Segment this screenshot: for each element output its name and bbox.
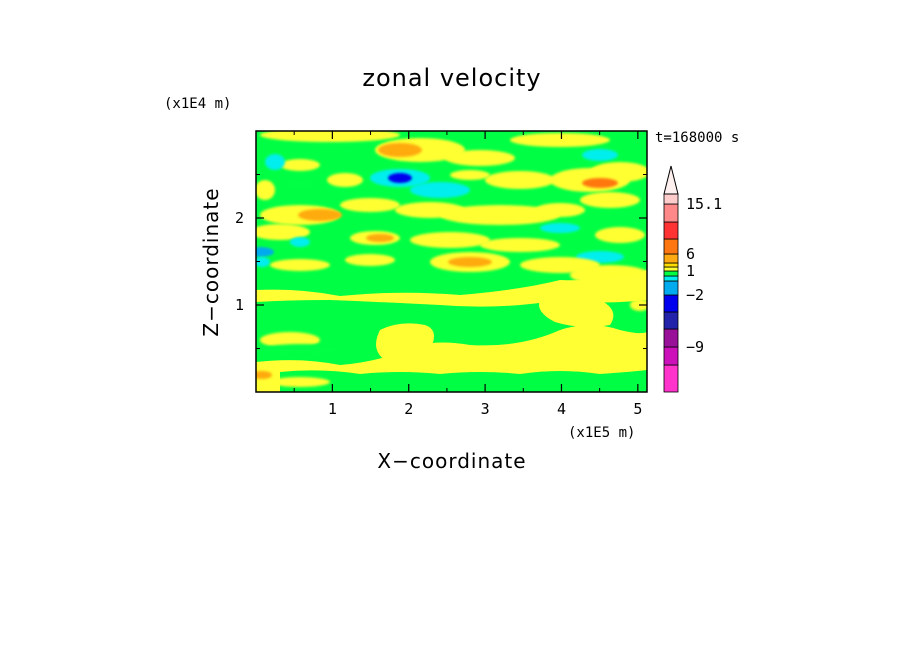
x-tick-label: 1	[328, 400, 337, 418]
y-axis: 12	[235, 174, 647, 349]
contour-region	[582, 149, 618, 161]
contour-region	[540, 223, 580, 233]
x-tick-label: 2	[404, 400, 413, 418]
chart-title: zonal velocity	[362, 64, 541, 92]
contour-region	[260, 131, 400, 142]
contour-region	[480, 238, 560, 252]
colorbar-segment	[663, 311, 679, 330]
colorbar-label: 15.1	[686, 195, 722, 213]
contour-region	[290, 237, 310, 247]
contour-region	[340, 198, 400, 212]
contour-region	[280, 159, 320, 171]
contour-region	[450, 170, 490, 180]
contour-region	[345, 254, 395, 266]
contour-region	[445, 150, 515, 166]
colorbar: −9 −2 16 15.1	[663, 165, 722, 393]
colorbar-segment	[663, 203, 679, 223]
contour-region	[582, 178, 618, 188]
contour-region	[410, 232, 490, 248]
colorbar-segment	[663, 270, 679, 277]
contour-region	[256, 180, 275, 200]
y-scale-note: (x1E4 m)	[164, 96, 231, 112]
colorbar-segment	[663, 193, 679, 205]
x-tick-label: 5	[633, 400, 642, 418]
contour-region	[260, 344, 340, 356]
contour-region	[630, 299, 647, 311]
contour-region	[448, 257, 492, 267]
colorbar-segment	[663, 275, 679, 282]
colorbar-label: 6	[686, 245, 695, 263]
contour-region	[256, 224, 310, 240]
contour-region	[280, 370, 647, 392]
colorbar-segment	[663, 280, 679, 296]
colorbar-segment	[663, 328, 679, 348]
contour-region	[270, 377, 330, 387]
colorbar-label: −9	[686, 338, 704, 356]
contour-region	[376, 323, 434, 362]
contour-region	[256, 247, 274, 257]
x-axis: 1 2 3 4 5	[293, 131, 642, 418]
colorbar-segment	[663, 294, 679, 313]
contour-region	[265, 154, 285, 170]
x-axis-label: X−coordinate	[377, 449, 526, 473]
contour-region	[580, 192, 640, 208]
time-label: t=168000 s	[655, 130, 739, 146]
contour-regions	[256, 131, 647, 392]
contour-region	[539, 297, 614, 327]
colorbar-segment	[663, 346, 679, 366]
contour-region	[535, 203, 585, 217]
contour-region	[256, 270, 647, 307]
contour-region	[256, 371, 272, 379]
contour-field	[256, 131, 647, 392]
contour-region	[327, 173, 363, 187]
contour-region	[388, 173, 412, 183]
x-scale-note: (x1E5 m)	[568, 425, 635, 441]
contour-region	[366, 234, 394, 242]
contour-region	[378, 143, 422, 157]
colorbar-extend-arrow	[663, 165, 679, 195]
contour-region	[270, 259, 330, 271]
y-tick-label: 2	[235, 209, 244, 227]
x-tick-label: 3	[481, 400, 490, 418]
colorbar-segment	[663, 253, 679, 264]
contour-region	[410, 182, 470, 198]
colorbar-segment	[663, 238, 679, 255]
colorbar-segment	[663, 221, 679, 240]
contour-region	[298, 209, 342, 221]
contour-region	[485, 171, 555, 189]
contour-region	[440, 205, 560, 225]
x-tick-label: 4	[557, 400, 566, 418]
y-axis-label: Z−coordinate	[199, 187, 223, 336]
contour-region	[256, 257, 270, 267]
colorbar-segment	[663, 262, 679, 268]
contour-region	[510, 133, 610, 147]
colorbar-segment	[663, 364, 679, 393]
contour-region	[260, 332, 320, 348]
colorbar-segment	[663, 266, 679, 272]
colorbar-label: −2	[686, 286, 704, 304]
y-tick-label: 1	[235, 296, 244, 314]
colorbar-label: 1	[686, 262, 695, 280]
contour-region	[285, 179, 315, 191]
contour-region	[595, 227, 645, 243]
